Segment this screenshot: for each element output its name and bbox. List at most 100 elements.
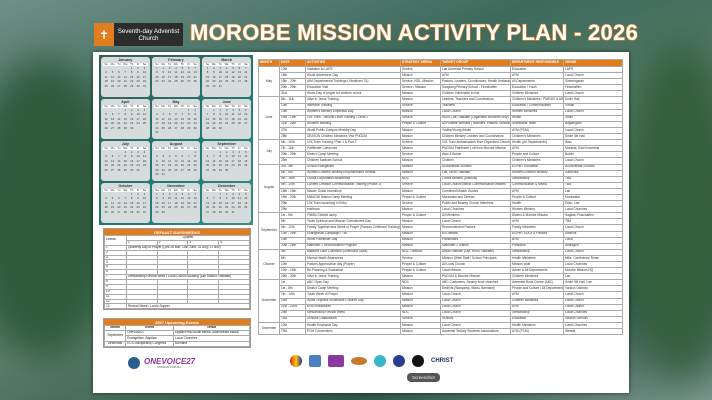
day: 3 [137, 108, 139, 113]
day: 19 [180, 200, 184, 205]
partner-logo-icon [290, 355, 302, 367]
day: 19 [104, 121, 108, 126]
day: 14 [187, 158, 191, 163]
weekday-label: Mo [160, 145, 167, 150]
day: 1 [219, 192, 222, 197]
day: 29 [123, 167, 127, 172]
day: 18 [142, 158, 147, 163]
day: 18 [161, 121, 165, 126]
day: 8 [124, 112, 127, 117]
weekday-label: Fr [134, 103, 142, 108]
day: 4 [143, 150, 146, 155]
day: 5 [111, 196, 114, 201]
day-grid: Su Mo Tu We Th Fr Sa 1 2 3 4 5 6 7 8 9 10 11 12 13 14 15 16 17 1… [153, 187, 199, 214]
day: 5 [105, 154, 107, 159]
day: 22 [187, 121, 191, 126]
day: 17 [136, 158, 140, 163]
day: 11 [143, 154, 146, 159]
day: 28 [180, 125, 184, 130]
day: 21 [193, 200, 197, 205]
day: 9 [130, 112, 133, 117]
day: 9 [219, 112, 222, 117]
weekday-label: We [223, 187, 230, 192]
day: 24 [218, 79, 222, 84]
day: 20 [111, 163, 115, 168]
day: 17 [231, 158, 235, 163]
day: 26 [237, 121, 241, 126]
day: 15 [123, 116, 127, 121]
weekday-label: Tu [115, 61, 123, 66]
day: 18 [168, 163, 172, 168]
weekday-label: Th [128, 187, 135, 192]
day: 12 [111, 200, 115, 205]
day: 30 [130, 125, 134, 130]
day: 9 [137, 70, 139, 75]
day: 29 [130, 209, 134, 214]
day: 11 [174, 70, 178, 75]
day: 24 [168, 79, 172, 84]
day: 28 [205, 125, 210, 130]
month-name: August [169, 142, 183, 146]
weekday-label: Sa [191, 187, 199, 192]
day: 20 [180, 163, 184, 168]
day: 6 [118, 70, 120, 75]
weekday-label: Su [153, 103, 161, 108]
day: 8 [219, 154, 222, 159]
day: 21 [244, 74, 248, 79]
column-header: STRATEGY ARENA [400, 59, 441, 67]
day-grid: Su Mo Tu We Th Fr Sa 1 2 3 4 5 6 7 8 9 10 11 12 13 14 15 16 17 1… [153, 103, 199, 134]
weekday-label: Su [103, 145, 110, 150]
day: 5 [232, 66, 234, 71]
day: 1 [213, 108, 215, 113]
day: 9 [225, 154, 228, 159]
day: 31 [155, 129, 159, 134]
calendar-2026: January Su Mo Tu We Th Fr Sa 1 2 3 4 5 6 7 8 9 10 11 12 13 14… [99, 55, 253, 225]
day: 11 [104, 74, 108, 79]
day-grid: Su Mo Tu We Th Fr Sa 1 2 3 4 5 6 7 8 9 10 11 12 13 14 15 16 17 1… [153, 62, 199, 84]
day: 27 [205, 167, 210, 172]
month-name: February [168, 58, 184, 62]
day: 2 [162, 192, 164, 197]
day: 25 [104, 83, 108, 88]
weekday-label: Tu [217, 187, 224, 192]
day: 29 [205, 83, 210, 88]
day: 3 [156, 112, 158, 117]
day: 25 [225, 79, 229, 84]
day: 14 [205, 116, 210, 121]
upcoming-events-2027: 2027 Upcoming Events Month Event Venue Sept… [103, 318, 251, 348]
day: 17 [168, 200, 172, 205]
event-venue: Digital/Print/Social Media, Mainstream M… [173, 330, 250, 337]
table-row: 29th 10X Train launching in Eriku Service P… [259, 200, 623, 208]
day: 11 [161, 116, 165, 121]
day: 13 [244, 112, 248, 117]
day: 18 [231, 116, 235, 121]
day: 2 [156, 154, 158, 159]
date-cell: TBA [279, 328, 306, 336]
day: 31 [142, 209, 147, 214]
day: 6 [175, 112, 177, 117]
day: 19 [244, 200, 248, 205]
day: 18 [142, 116, 147, 121]
day: 9 [156, 158, 158, 163]
day: 14 [212, 200, 216, 205]
day: 23 [136, 79, 140, 84]
day: 18 [225, 74, 229, 79]
day: 20 [187, 74, 191, 79]
day: 11 [225, 70, 229, 75]
day: 26 [111, 83, 115, 88]
day: 25 [237, 205, 241, 210]
month-name: January [118, 58, 133, 62]
day: 29 [218, 167, 222, 172]
day: 7 [213, 154, 215, 159]
event-venue: Bomana [173, 340, 250, 347]
day: 1 [130, 192, 133, 197]
weekday-label: Mo [109, 103, 116, 108]
weekday-label: Th [179, 145, 186, 150]
weekday-label: Sa [141, 61, 148, 66]
day: 28 [123, 209, 127, 214]
day: 30 [136, 209, 140, 214]
weekday-label: Mo [210, 187, 218, 192]
adventist-health-logo-icon [309, 355, 321, 367]
day: 27 [187, 205, 191, 210]
day: 20 [174, 121, 178, 126]
